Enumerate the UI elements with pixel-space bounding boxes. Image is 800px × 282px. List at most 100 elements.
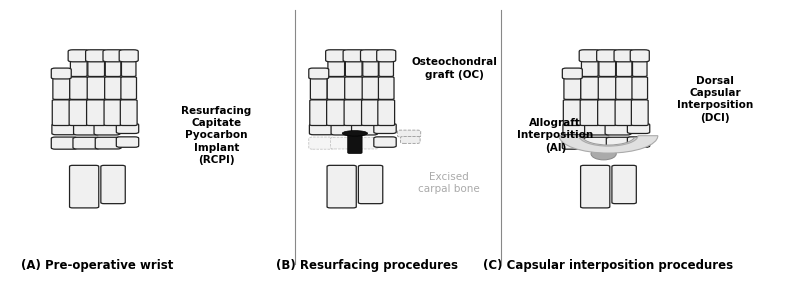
FancyBboxPatch shape bbox=[351, 124, 378, 135]
FancyBboxPatch shape bbox=[103, 50, 123, 62]
FancyBboxPatch shape bbox=[70, 61, 87, 76]
FancyBboxPatch shape bbox=[361, 50, 381, 62]
FancyBboxPatch shape bbox=[579, 50, 600, 62]
FancyBboxPatch shape bbox=[564, 77, 581, 99]
FancyBboxPatch shape bbox=[116, 137, 138, 147]
FancyBboxPatch shape bbox=[86, 100, 106, 125]
FancyBboxPatch shape bbox=[88, 61, 105, 76]
FancyBboxPatch shape bbox=[599, 61, 615, 76]
FancyBboxPatch shape bbox=[580, 100, 599, 125]
Text: Osteochondral
graft (OC): Osteochondral graft (OC) bbox=[411, 57, 497, 80]
FancyBboxPatch shape bbox=[353, 137, 378, 149]
FancyBboxPatch shape bbox=[616, 77, 633, 99]
FancyBboxPatch shape bbox=[346, 61, 362, 76]
Text: (B) Resurfacing procedures: (B) Resurfacing procedures bbox=[276, 259, 458, 272]
FancyBboxPatch shape bbox=[362, 61, 378, 76]
FancyBboxPatch shape bbox=[310, 77, 327, 99]
FancyBboxPatch shape bbox=[582, 61, 598, 76]
FancyBboxPatch shape bbox=[374, 137, 396, 147]
FancyBboxPatch shape bbox=[122, 61, 136, 76]
FancyBboxPatch shape bbox=[331, 124, 357, 135]
FancyBboxPatch shape bbox=[563, 124, 588, 135]
FancyBboxPatch shape bbox=[362, 100, 379, 125]
FancyBboxPatch shape bbox=[105, 77, 122, 99]
FancyBboxPatch shape bbox=[562, 68, 582, 79]
FancyBboxPatch shape bbox=[358, 165, 382, 204]
Ellipse shape bbox=[342, 131, 367, 136]
Wedge shape bbox=[559, 136, 658, 153]
FancyBboxPatch shape bbox=[86, 50, 106, 62]
FancyBboxPatch shape bbox=[598, 77, 616, 99]
FancyBboxPatch shape bbox=[348, 134, 362, 153]
FancyBboxPatch shape bbox=[70, 77, 88, 99]
Text: (A) Pre-operative wrist: (A) Pre-operative wrist bbox=[22, 259, 174, 272]
FancyBboxPatch shape bbox=[631, 100, 648, 125]
FancyBboxPatch shape bbox=[598, 100, 617, 125]
FancyBboxPatch shape bbox=[378, 77, 394, 99]
FancyBboxPatch shape bbox=[563, 100, 582, 125]
FancyBboxPatch shape bbox=[327, 165, 356, 208]
FancyBboxPatch shape bbox=[101, 165, 126, 204]
FancyBboxPatch shape bbox=[51, 137, 78, 149]
FancyBboxPatch shape bbox=[378, 100, 394, 125]
Wedge shape bbox=[566, 137, 651, 151]
FancyBboxPatch shape bbox=[345, 77, 362, 99]
FancyBboxPatch shape bbox=[326, 100, 346, 125]
FancyBboxPatch shape bbox=[116, 124, 138, 133]
FancyBboxPatch shape bbox=[584, 137, 611, 149]
FancyBboxPatch shape bbox=[120, 100, 137, 125]
FancyBboxPatch shape bbox=[581, 77, 598, 99]
FancyBboxPatch shape bbox=[343, 50, 364, 62]
FancyBboxPatch shape bbox=[605, 124, 631, 135]
FancyBboxPatch shape bbox=[53, 77, 70, 99]
Ellipse shape bbox=[591, 147, 616, 160]
FancyBboxPatch shape bbox=[73, 137, 100, 149]
FancyBboxPatch shape bbox=[68, 50, 90, 62]
FancyBboxPatch shape bbox=[52, 100, 70, 125]
FancyBboxPatch shape bbox=[51, 68, 71, 79]
Text: Excised
carpal bone: Excised carpal bone bbox=[418, 172, 479, 194]
FancyBboxPatch shape bbox=[328, 61, 345, 76]
Text: (C) Capsular interposition procedures: (C) Capsular interposition procedures bbox=[483, 259, 734, 272]
FancyBboxPatch shape bbox=[581, 165, 610, 208]
FancyBboxPatch shape bbox=[606, 137, 632, 149]
FancyBboxPatch shape bbox=[310, 124, 334, 135]
FancyBboxPatch shape bbox=[627, 124, 650, 133]
FancyBboxPatch shape bbox=[70, 165, 98, 208]
FancyBboxPatch shape bbox=[377, 50, 396, 62]
FancyBboxPatch shape bbox=[633, 61, 647, 76]
FancyBboxPatch shape bbox=[562, 137, 588, 149]
FancyBboxPatch shape bbox=[379, 61, 394, 76]
FancyBboxPatch shape bbox=[597, 50, 618, 62]
FancyBboxPatch shape bbox=[614, 50, 634, 62]
FancyBboxPatch shape bbox=[309, 68, 329, 79]
FancyBboxPatch shape bbox=[374, 124, 396, 133]
FancyBboxPatch shape bbox=[632, 77, 647, 99]
Text: Resurfacing
Capitate
Pyocarbon
Implant
(RCPI): Resurfacing Capitate Pyocarbon Implant (… bbox=[181, 106, 251, 165]
Text: Dorsal
Capsular
Interposition
(DCI): Dorsal Capsular Interposition (DCI) bbox=[678, 76, 754, 123]
FancyBboxPatch shape bbox=[630, 50, 650, 62]
FancyBboxPatch shape bbox=[398, 130, 421, 137]
FancyBboxPatch shape bbox=[52, 124, 77, 135]
FancyBboxPatch shape bbox=[401, 136, 420, 143]
FancyBboxPatch shape bbox=[104, 100, 122, 125]
FancyBboxPatch shape bbox=[362, 77, 379, 99]
FancyBboxPatch shape bbox=[344, 100, 363, 125]
FancyBboxPatch shape bbox=[121, 77, 137, 99]
FancyBboxPatch shape bbox=[327, 77, 346, 99]
FancyBboxPatch shape bbox=[119, 50, 138, 62]
FancyBboxPatch shape bbox=[612, 165, 636, 204]
FancyBboxPatch shape bbox=[326, 50, 347, 62]
FancyBboxPatch shape bbox=[94, 124, 120, 135]
FancyBboxPatch shape bbox=[330, 137, 358, 149]
FancyBboxPatch shape bbox=[627, 137, 650, 147]
FancyBboxPatch shape bbox=[87, 77, 105, 99]
FancyBboxPatch shape bbox=[615, 100, 633, 125]
FancyBboxPatch shape bbox=[74, 124, 99, 135]
FancyBboxPatch shape bbox=[585, 124, 610, 135]
FancyBboxPatch shape bbox=[106, 61, 121, 76]
FancyBboxPatch shape bbox=[616, 61, 632, 76]
FancyBboxPatch shape bbox=[69, 100, 88, 125]
FancyBboxPatch shape bbox=[309, 137, 334, 149]
FancyBboxPatch shape bbox=[310, 100, 328, 125]
